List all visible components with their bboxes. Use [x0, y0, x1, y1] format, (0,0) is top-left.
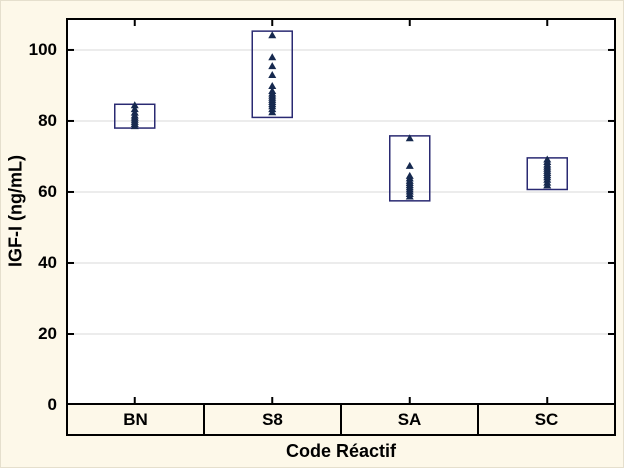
- y-tick-label-0: 0: [47, 395, 57, 414]
- plot-area: [66, 18, 616, 405]
- category-label: SA: [397, 409, 422, 429]
- category-band: BN S8 SA SC: [66, 405, 616, 436]
- y-tick-label-20: 20: [38, 324, 57, 343]
- y-axis-title: IGF-I (ng/mL): [5, 155, 26, 267]
- y-tick-label-40: 40: [38, 253, 57, 272]
- category-label: BN: [123, 409, 148, 429]
- category-cell-bn: BN: [68, 405, 203, 434]
- y-tick-label-60: 60: [38, 182, 57, 201]
- y-tick-label-80: 80: [38, 111, 57, 130]
- category-cell-sc: SC: [477, 405, 614, 434]
- x-axis-title: Code Réactif: [285, 441, 397, 461]
- y-tick-label-100: 100: [28, 40, 57, 59]
- category-cell-sa: SA: [340, 405, 477, 434]
- category-label: S8: [262, 409, 283, 429]
- category-cell-s8: S8: [203, 405, 340, 434]
- category-label: SC: [534, 409, 559, 429]
